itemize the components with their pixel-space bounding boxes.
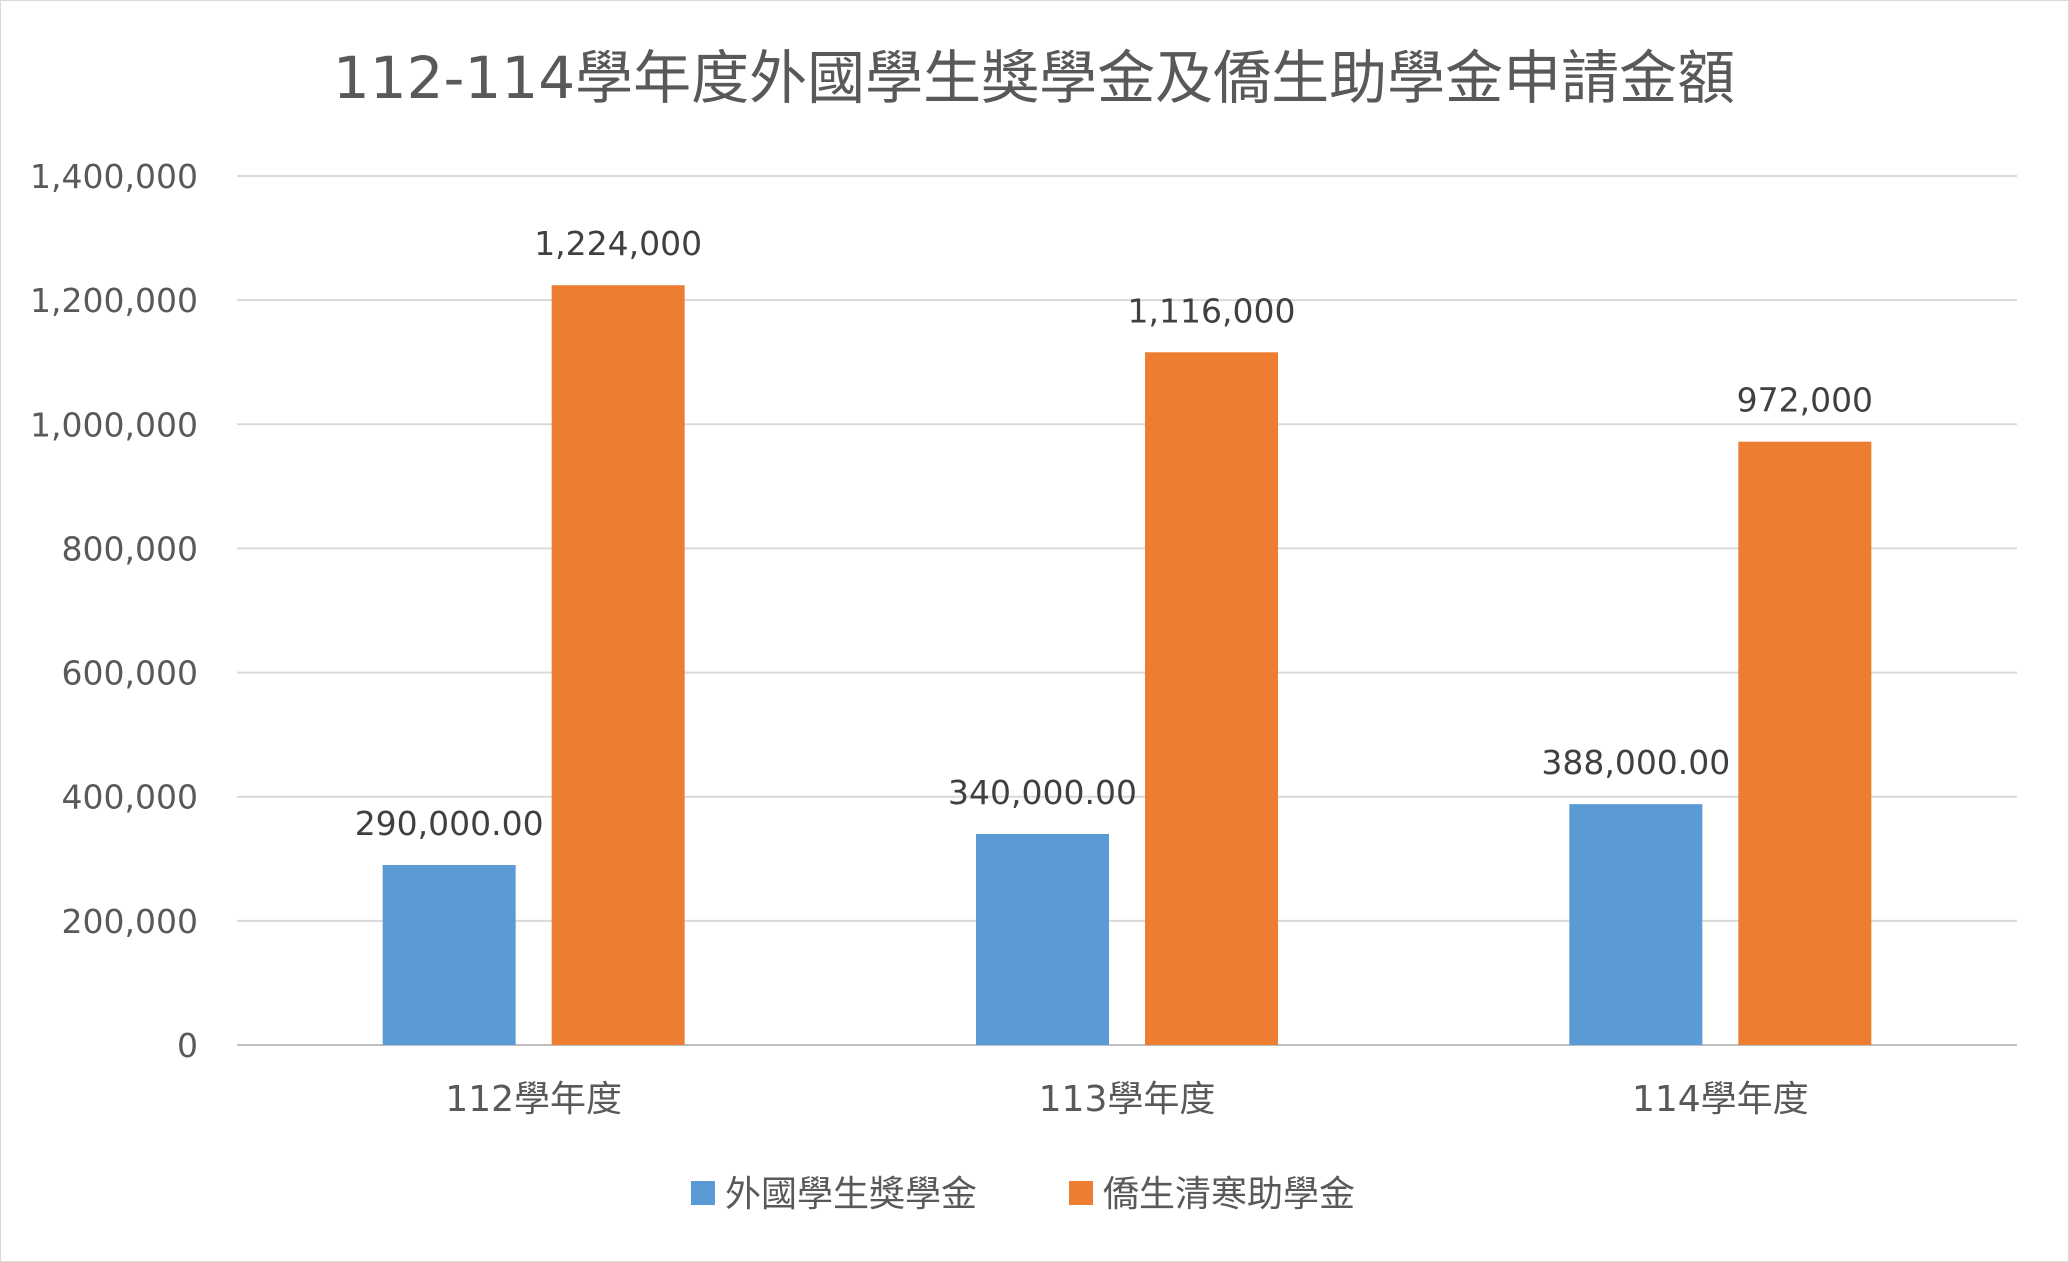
chart-title: 112-114學年度外國學生獎學金及僑生助學金申請金額 bbox=[333, 44, 1735, 112]
y-tick-label: 200,000 bbox=[62, 902, 198, 941]
bar bbox=[551, 285, 685, 1045]
y-tick-label: 0 bbox=[177, 1026, 198, 1065]
bar bbox=[976, 833, 1109, 1045]
bar bbox=[1738, 441, 1872, 1045]
legend-label: 外國學生獎學金 bbox=[725, 1174, 977, 1215]
y-tick-label: 1,000,000 bbox=[30, 405, 198, 444]
category-label: 112學年度 bbox=[445, 1079, 622, 1120]
bar bbox=[1569, 804, 1703, 1045]
legend-swatch bbox=[1069, 1181, 1093, 1205]
legend-swatch bbox=[691, 1181, 715, 1205]
data-label: 388,000.00 bbox=[1541, 743, 1730, 782]
gridlines bbox=[237, 175, 2017, 1046]
data-label: 1,116,000 bbox=[1128, 291, 1296, 330]
bar bbox=[382, 864, 516, 1045]
bars bbox=[382, 285, 1872, 1046]
y-tick-label: 1,200,000 bbox=[30, 281, 198, 320]
y-tick-label: 1,400,000 bbox=[30, 157, 198, 196]
legend-label: 僑生清寒助學金 bbox=[1103, 1174, 1355, 1215]
data-labels: 290,000.00 1,224,000 340,000.00 1,116,000 38… bbox=[355, 224, 1873, 843]
data-label: 1,224,000 bbox=[534, 224, 702, 263]
y-axis-tick-labels: 0 200,000 400,000 600,000 800,000 1,000,000 1,… bbox=[30, 157, 198, 1065]
bar bbox=[1145, 352, 1278, 1046]
data-label: 972,000 bbox=[1737, 381, 1873, 420]
y-tick-label: 800,000 bbox=[62, 529, 198, 568]
y-tick-label: 400,000 bbox=[62, 778, 198, 817]
category-label: 114學年度 bbox=[1632, 1079, 1809, 1120]
y-tick-label: 600,000 bbox=[62, 654, 198, 693]
x-axis-category-labels: 112學年度 113學年度 114學年度 bbox=[445, 1079, 1808, 1120]
category-label: 113學年度 bbox=[1039, 1079, 1216, 1120]
data-label: 290,000.00 bbox=[355, 804, 544, 843]
legend[interactable]: 外國學生獎學金 僑生清寒助學金 bbox=[691, 1174, 1355, 1215]
data-label: 340,000.00 bbox=[948, 773, 1137, 812]
